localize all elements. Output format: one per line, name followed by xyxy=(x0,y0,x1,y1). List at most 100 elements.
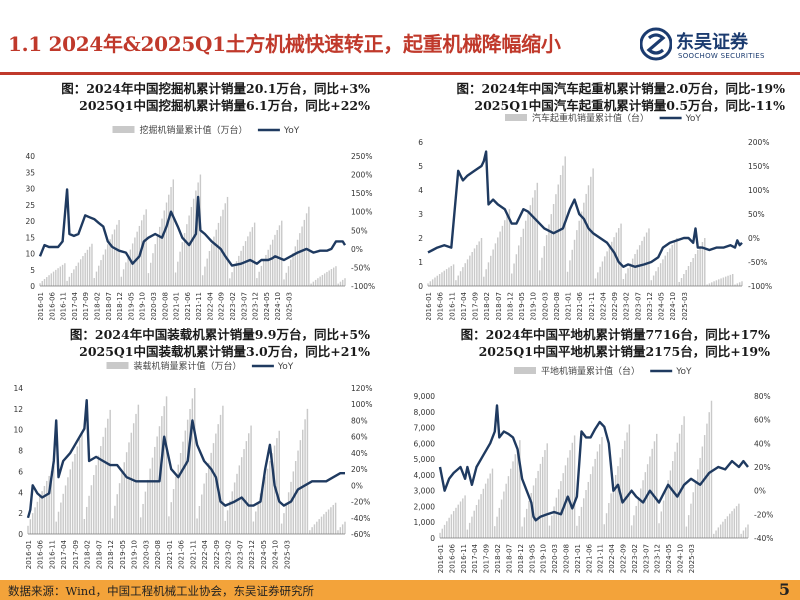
bar xyxy=(666,251,669,286)
bar xyxy=(727,275,729,286)
bar xyxy=(706,284,708,286)
bar xyxy=(55,269,57,286)
bar xyxy=(671,244,673,286)
bar xyxy=(259,493,262,534)
bar xyxy=(704,238,706,286)
bar xyxy=(109,409,111,534)
bar xyxy=(621,449,624,538)
bar xyxy=(626,432,628,538)
bar xyxy=(170,502,172,534)
bar xyxy=(314,279,317,286)
bar xyxy=(130,432,133,534)
x-axis-tick-label: 2016-11 xyxy=(448,292,456,320)
bar xyxy=(91,243,93,286)
x-axis-tick-label: 2018-02 xyxy=(84,540,92,569)
bar xyxy=(620,223,622,286)
bar xyxy=(210,452,212,534)
footer-bar: 数据来源：Wind，中国工程机械工业协会，东吴证券研究所 5 xyxy=(0,580,800,600)
bar xyxy=(226,510,229,534)
legend-line-label: YoY xyxy=(675,367,692,377)
left-axis-tick-label: 9,000 xyxy=(414,392,436,401)
bar xyxy=(617,466,619,538)
bar xyxy=(692,492,694,538)
right-axis-tick-label: -40% xyxy=(754,534,773,543)
truck-crane-chart: 汽车起重机销量累计值（台） YoY 0 1 2 3 4 5 6 -100% -50% 0% 50% 100… xyxy=(418,112,772,320)
bar xyxy=(501,225,504,286)
bar xyxy=(676,238,678,286)
bar xyxy=(576,230,578,286)
bar xyxy=(596,451,599,538)
bar xyxy=(601,261,604,286)
bar xyxy=(645,232,648,286)
bar xyxy=(111,518,114,534)
bar xyxy=(104,249,107,286)
bar xyxy=(659,263,662,286)
left-axis-tick-label: 12 xyxy=(13,405,23,414)
bar xyxy=(606,251,608,286)
bar xyxy=(82,256,84,286)
x-axis-tick-label: 2017-09 xyxy=(82,292,90,320)
bar xyxy=(610,493,612,538)
bar xyxy=(448,517,450,538)
left-axis-tick-label: 0 xyxy=(18,530,23,539)
right-axis-tick-label: -20% xyxy=(351,498,370,507)
bar xyxy=(640,488,642,538)
bar xyxy=(309,530,311,534)
x-axis-tick-label: 2024-05 xyxy=(665,544,673,573)
bar xyxy=(692,258,694,286)
x-axis-tick-label: 2016-01 xyxy=(25,540,33,569)
bar xyxy=(731,511,733,538)
x-axis-tick-label: 2016-11 xyxy=(60,292,68,320)
bar xyxy=(211,243,213,286)
x-axis-tick-label: 2021-06 xyxy=(576,291,584,320)
x-axis-tick-label: 2021-11 xyxy=(195,292,203,320)
bar xyxy=(450,265,452,286)
bar xyxy=(516,447,519,538)
bar xyxy=(297,450,299,534)
bar xyxy=(197,182,199,286)
bar xyxy=(560,481,562,538)
chart-title-line1: 图：2024年中国平地机累计销量7716台，同比+17% xyxy=(460,327,770,342)
x-axis-tick-label: 2018-12 xyxy=(506,292,514,320)
left-axis-tick-label: 15 xyxy=(25,233,35,242)
x-axis-tick-label: 2021-06 xyxy=(585,543,593,573)
bar xyxy=(438,274,441,286)
x-axis-tick-label: 2018-07 xyxy=(95,540,103,569)
x-axis-tick-label: 2018-12 xyxy=(517,544,525,573)
bar xyxy=(50,273,52,286)
bar xyxy=(299,233,301,286)
bar xyxy=(541,456,544,538)
bar xyxy=(537,470,539,538)
x-axis-tick-label: 2022-04 xyxy=(201,539,209,569)
bar xyxy=(253,222,256,286)
bar xyxy=(740,533,742,538)
left-axis-tick-label: 0 xyxy=(418,282,423,291)
right-axis-tick-label: 100% xyxy=(351,400,372,409)
bar xyxy=(39,496,41,534)
bar xyxy=(464,495,466,538)
bar xyxy=(79,259,82,286)
bar xyxy=(492,249,494,286)
right-axis-tick-label: 60% xyxy=(754,416,771,425)
bar xyxy=(242,245,245,286)
bar xyxy=(701,242,704,286)
x-axis-tick-label: 2021-06 xyxy=(178,539,186,569)
bar xyxy=(667,480,669,538)
bar xyxy=(580,211,583,286)
bar xyxy=(694,480,697,538)
bar xyxy=(31,513,34,534)
bar xyxy=(222,209,224,286)
bar xyxy=(717,527,720,538)
bar xyxy=(678,282,680,286)
bar xyxy=(64,263,66,286)
right-axis-tick-label: 150% xyxy=(351,189,372,198)
x-axis-tick-label: 2021-11 xyxy=(189,540,197,569)
bar xyxy=(89,246,91,286)
bar xyxy=(327,509,330,534)
x-axis-tick-label: 2024-05 xyxy=(260,540,268,569)
bar xyxy=(636,249,639,286)
bar xyxy=(252,521,255,534)
bar xyxy=(222,405,224,534)
bar xyxy=(627,268,629,286)
x-axis-tick-label: 2020-03 xyxy=(541,292,549,320)
